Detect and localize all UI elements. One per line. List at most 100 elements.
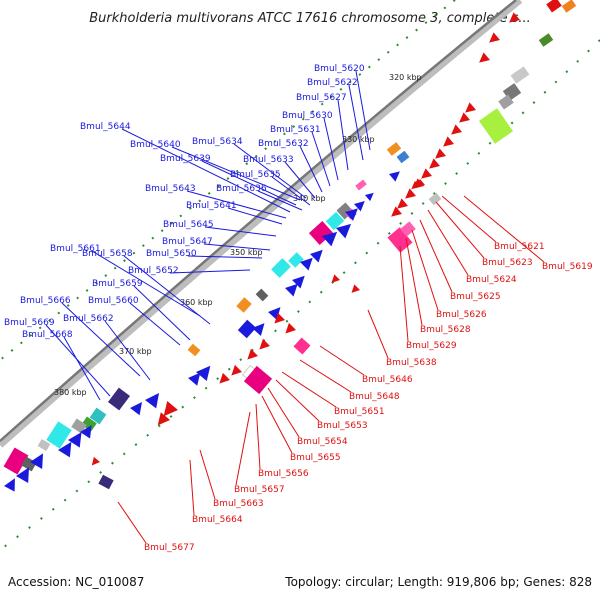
gene-leader-line [271,176,311,206]
gene-label-reverse: Bmul_5664 [192,515,243,525]
gene-arrow [351,284,361,293]
gene-label-forward: Bmul_5658 [82,249,133,259]
gene-block [271,258,291,278]
gene-leader-line [323,117,339,181]
gene-leader-line [257,190,303,211]
gene-label-reverse: Bmul_5654 [297,437,348,447]
gene-block [255,288,269,302]
gene-block [46,421,72,449]
summary-text: Topology: circular; Length: 919,806 bp; … [285,575,592,589]
gene-arrow [459,112,470,123]
gene-arrow [30,453,44,469]
gene-block [561,0,577,13]
gene-label-reverse: Bmul_5651 [334,407,385,417]
gene-block [396,150,410,164]
tick-label: 350 kbp [230,248,263,257]
gene-arrow [285,322,296,334]
gene-leader-line [435,201,485,259]
gene-label-forward: Bmul_5641 [186,201,237,211]
gene-arrow [365,192,374,202]
gene-leader-line [104,320,151,381]
gene-arrow [16,467,30,483]
gene-block [428,192,442,206]
gene-label-forward: Bmul_5647 [162,237,213,247]
gene-block [387,227,413,253]
gene-arrow [465,102,476,113]
tick-label: 360 kbp [180,298,213,307]
gene-leader-line [199,449,216,500]
gene-leader-line [281,371,337,408]
tick-label: 330 kbp [342,135,375,144]
gene-leader-line [255,403,261,470]
gene-arrow [196,365,211,381]
gene-arrow [443,136,455,147]
gene-block [236,297,252,313]
gene-arrow [345,208,358,221]
gene-arrow [354,201,365,212]
gene-leader-line [61,302,141,377]
gene-arrow [91,456,100,466]
gene-leader-line [235,411,251,486]
gene-block [243,365,273,395]
gene-block [308,221,334,245]
gene-block [89,407,107,425]
gene-label-reverse: Bmul_5646 [362,375,413,385]
gene-leader-line [233,143,307,199]
gene-leader-line [201,160,297,206]
gene-label-forward: Bmul_5668 [22,330,73,340]
gene-leader-line [204,226,277,237]
gene-label-forward: Bmul_5622 [307,78,358,88]
gene-arrow [489,32,500,43]
gene-label-forward: Bmul_5661 [50,244,101,254]
gene-leader-line [311,131,331,187]
gene-label-reverse: Bmul_5656 [258,469,309,479]
gene-leader-line [284,161,316,199]
gene-block [355,179,367,191]
gene-block [510,66,530,84]
gene-leader-line [411,229,439,311]
gene-arrow [219,372,231,384]
gene-label-forward: Bmul_5644 [80,122,131,132]
gene-leader-line [419,219,453,293]
gene-arrow [509,12,520,23]
gene-leader-line [299,359,352,393]
gene-leader-line [121,128,291,213]
gene-label-forward: Bmul_5643 [145,184,196,194]
gene-leader-line [367,309,389,359]
gene-arrow [421,168,432,179]
gene-leader-line [45,324,111,397]
gene-arrow [274,312,285,324]
gene-arrow [331,274,340,283]
gene-block [3,447,29,475]
gene-label-reverse: Bmul_5621 [494,242,545,252]
gene-arrow [163,401,178,417]
gene-arrow [405,188,416,199]
gene-label-forward: Bmul_5633 [243,155,294,165]
gene-block [288,252,304,268]
gene-leader-line [186,190,287,219]
tick-label: 370 kbp [119,347,152,356]
gene-arrow [4,478,15,492]
gene-label-forward: Bmul_5666 [20,296,71,306]
gene-arrow [336,223,352,239]
gene-arrow [292,275,305,289]
gene-label-forward: Bmul_5662 [63,314,114,324]
gene-label-reverse: Bmul_5653 [317,421,368,431]
gene-leader-line [187,255,263,259]
gene-arrow [247,348,259,360]
gene-block [546,0,562,13]
gene-block [81,416,97,432]
gene-label-forward: Bmul_5650 [146,249,197,259]
gene-label-reverse: Bmul_5624 [466,275,517,285]
gene-leader-line [275,379,320,422]
gene-label-reverse: Bmul_5626 [436,310,487,320]
gene-leader-line [227,207,283,225]
gene-leader-line [169,269,251,274]
gene-arrow [322,231,338,247]
gene-label-forward: Bmul_5632 [258,139,309,149]
gene-label-forward: Bmul_5659 [92,279,143,289]
gene-arrow [479,52,490,63]
gene-label-reverse: Bmul_5657 [234,485,285,495]
gene-label-forward: Bmul_5652 [128,266,179,276]
gene-block [37,439,51,451]
